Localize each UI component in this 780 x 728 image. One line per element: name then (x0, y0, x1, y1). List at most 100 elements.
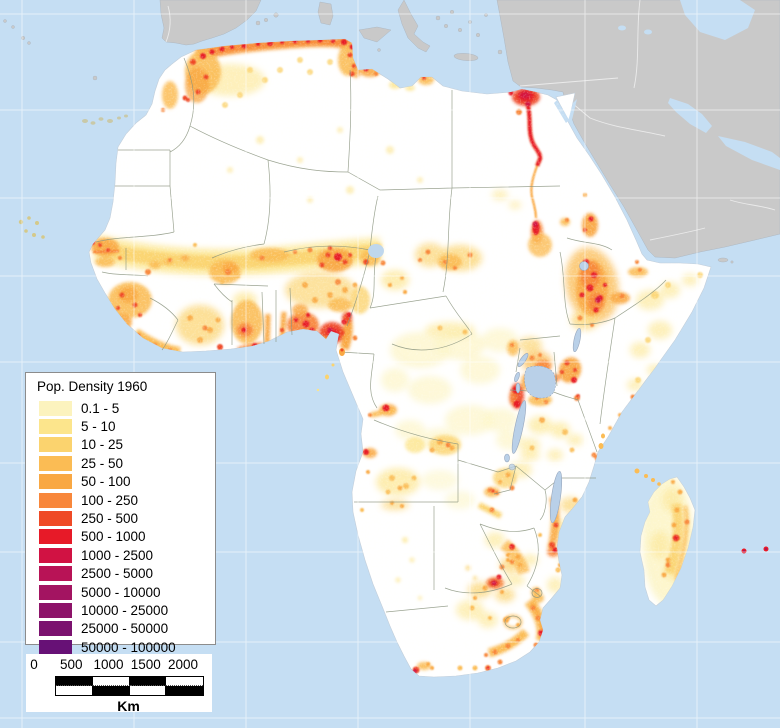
lake-turkana (572, 327, 582, 353)
island-azores (3, 19, 7, 23)
legend-class-label: 50 - 100 (81, 474, 131, 490)
island-madeira (92, 75, 98, 81)
scalebar-tick-label: 1000 (93, 657, 124, 672)
scalebar-segment (56, 677, 93, 686)
legend-swatch (39, 455, 72, 471)
legend-row: 2500 - 5000 (26, 565, 215, 583)
lake-chad (368, 244, 384, 258)
legend-row: 5000 - 10000 (26, 583, 215, 601)
lake-van (618, 25, 626, 31)
lake-urmia (644, 29, 652, 35)
lake-victoria (524, 365, 556, 399)
legend-swatch (39, 547, 72, 563)
legend-row: 10000 - 25000 (26, 601, 215, 619)
other-landmasses (3, 0, 780, 264)
small-islands (18, 114, 769, 554)
lake-tana (579, 261, 589, 271)
scalebar-unit-label: Km (117, 698, 140, 714)
scalebar-segment (129, 677, 167, 686)
legend-row: 50000 - 100000 (26, 638, 215, 656)
legend-swatch (39, 511, 72, 527)
legend-swatch (39, 492, 72, 508)
gulf-of-guinea-islands (316, 348, 345, 392)
asia-country-borders (165, 0, 776, 241)
scalebar-checker (55, 676, 204, 696)
scalebar-tick-label: 500 (59, 657, 83, 672)
legend-row: 25 - 50 (26, 454, 215, 472)
legend-class-label: 10000 - 25000 (81, 602, 169, 618)
legend-row: 100 - 250 (26, 491, 215, 509)
lake-bangweulu (508, 463, 516, 471)
island-rhodes (497, 49, 503, 55)
island-balearic (255, 20, 261, 26)
legend-row: 1000 - 2500 (26, 546, 215, 564)
legend-title: Pop. Density 1960 (37, 379, 148, 394)
legend-class-label: 25 - 50 (81, 455, 124, 471)
comoros-islands (634, 468, 661, 486)
caspian-sea (680, 0, 755, 40)
legend-swatch (39, 584, 72, 600)
gulf-of-oman (718, 136, 780, 170)
scalebar-ticks: 0 500 1000 1500 2000 (26, 657, 212, 674)
legend-class-label: 0.1 - 5 (81, 400, 120, 416)
legend-class-label: 100 - 250 (81, 492, 139, 508)
scalebar-segment (92, 677, 130, 686)
legend-row: 10 - 25 (26, 436, 215, 454)
landmass-greece (397, 0, 431, 53)
landmass-asia (496, 0, 780, 259)
legend-class-label: 250 - 500 (81, 511, 139, 527)
lake-kivu (515, 382, 521, 394)
scalebar-segment (56, 686, 93, 695)
island-socotra (717, 257, 729, 263)
legend-row: 500 - 1000 (26, 528, 215, 546)
legend-swatch (39, 639, 72, 655)
scalebar-segment (92, 686, 130, 695)
scalebar-segment (166, 677, 203, 686)
legend-swatch (39, 529, 72, 545)
legend-swatch (39, 419, 72, 435)
legend-class-label: 1000 - 2500 (81, 547, 154, 563)
legend-swatch (39, 437, 72, 453)
legend-rows: 0.1 - 5 5 - 10 10 - 25 25 - 50 50 - 100 100 -… (26, 399, 215, 656)
lake-edward (514, 371, 520, 383)
legend-swatch (39, 566, 72, 582)
lake-mweru (504, 453, 510, 463)
persian-gulf (668, 98, 712, 133)
legend-class-label: 10 - 25 (81, 437, 124, 453)
legend: Pop. Density 1960 0.1 - 5 5 - 10 10 - 25 25… (25, 372, 216, 655)
legend-class-label: 5000 - 10000 (81, 584, 161, 600)
legend-row: 25000 - 50000 (26, 620, 215, 638)
asian-seas (618, 0, 780, 170)
zanzibar-pemba (598, 433, 605, 449)
africa-country-borders (95, 57, 667, 629)
legend-row: 50 - 100 (26, 473, 215, 491)
legend-swatch (39, 400, 72, 416)
legend-class-label: 25000 - 50000 (81, 621, 169, 637)
legend-swatch (39, 474, 72, 490)
canary-islands (82, 114, 128, 125)
lake-malawi (549, 470, 563, 524)
island-crete (453, 53, 479, 61)
island-malta (377, 48, 381, 52)
legend-class-label: 500 - 1000 (81, 529, 146, 545)
lake-tanganyika (511, 400, 527, 454)
legend-row: 5 - 10 (26, 417, 215, 435)
legend-swatch (39, 602, 72, 618)
island-sicily (358, 26, 392, 43)
scalebar-tick-label: 2000 (167, 657, 199, 672)
legend-row: 0.1 - 5 (26, 399, 215, 417)
legend-class-label: 5 - 10 (81, 419, 116, 435)
legend-row: 250 - 500 (26, 509, 215, 527)
legend-swatch (39, 621, 72, 637)
landmass-iberia (159, 0, 262, 46)
scale-bar: 0 500 1000 1500 2000 Km (26, 654, 212, 714)
legend-class-label: 50000 - 100000 (81, 639, 176, 655)
scalebar-segment (166, 686, 203, 695)
scalebar-segment (129, 686, 167, 695)
legend-class-label: 2500 - 5000 (81, 566, 154, 582)
scalebar-tick-label: 0 (30, 657, 38, 672)
lakes (368, 244, 589, 524)
lake-albert (517, 352, 529, 368)
